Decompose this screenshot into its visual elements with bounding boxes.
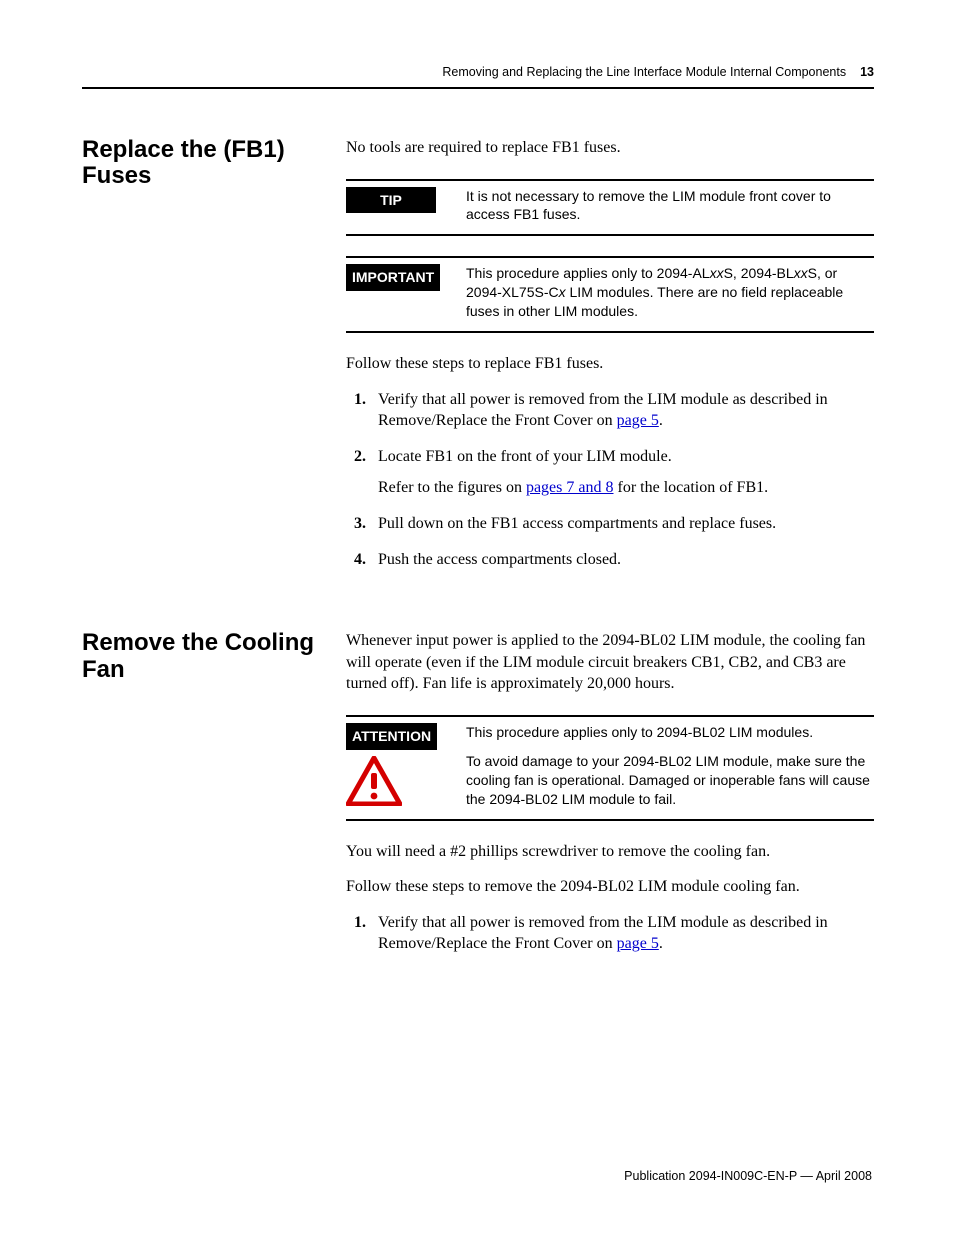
step-item: Verify that all power is removed from th…: [378, 912, 874, 955]
important-text-part: S, 2094-BL: [724, 265, 794, 281]
callout-label-wrap: ATTENTION: [346, 717, 462, 819]
important-text-part: This procedure applies only to 2094-AL: [466, 265, 710, 281]
model-var: x: [559, 284, 566, 300]
step-text: .: [659, 412, 663, 429]
attention-p2: To avoid damage to your 2094-BL02 LIM mo…: [466, 752, 870, 809]
page-link[interactable]: pages 7 and 8: [526, 479, 614, 496]
page-link[interactable]: page 5: [617, 935, 659, 952]
lead-text: You will need a #2 phillips screwdriver …: [346, 841, 874, 863]
important-body: This procedure applies only to 2094-ALxx…: [462, 258, 874, 331]
step-text: Locate FB1 on the front of your LIM modu…: [378, 448, 672, 465]
callout-label-wrap: IMPORTANT: [346, 258, 462, 331]
section-body: Whenever input power is applied to the 2…: [346, 630, 874, 969]
step-item: Pull down on the FB1 access compartments…: [378, 513, 874, 535]
section-remove-fan: Remove the Cooling Fan Whenever input po…: [82, 630, 874, 969]
step-text: for the location of FB1.: [613, 479, 768, 496]
step-item: Locate FB1 on the front of your LIM modu…: [378, 446, 874, 499]
page-number: 13: [860, 65, 874, 79]
section-heading: Replace the (FB1) Fuses: [82, 137, 346, 584]
step-text: .: [659, 935, 663, 952]
section-heading: Remove the Cooling Fan: [82, 630, 346, 969]
page-content: Removing and Replacing the Line Interfac…: [82, 65, 874, 1015]
step-item: Verify that all power is removed from th…: [378, 389, 874, 432]
step-item: Push the access compartments closed.: [378, 549, 874, 571]
steps-list: Verify that all power is removed from th…: [346, 912, 874, 955]
section-body: No tools are required to replace FB1 fus…: [346, 137, 874, 584]
attention-label: ATTENTION: [346, 723, 437, 750]
header-title: Removing and Replacing the Line Interfac…: [442, 65, 846, 79]
running-header: Removing and Replacing the Line Interfac…: [82, 65, 874, 89]
intro-text: Whenever input power is applied to the 2…: [346, 630, 874, 695]
model-var: xx: [794, 265, 808, 281]
lead-text: Follow these steps to remove the 2094-BL…: [346, 876, 874, 898]
tip-label: TIP: [346, 187, 436, 214]
attention-callout: ATTENTION This procedure applies only to…: [346, 715, 874, 821]
callout-label-wrap: TIP: [346, 181, 462, 235]
warning-icon: [346, 756, 462, 813]
tip-body: It is not necessary to remove the LIM mo…: [462, 181, 874, 235]
attention-body: This procedure applies only to 2094-BL02…: [462, 717, 874, 819]
steps-list: Verify that all power is removed from th…: [346, 389, 874, 571]
section-replace-fuses: Replace the (FB1) Fuses No tools are req…: [82, 137, 874, 584]
page-link[interactable]: page 5: [617, 412, 659, 429]
intro-text: No tools are required to replace FB1 fus…: [346, 137, 874, 159]
tip-callout: TIP It is not necessary to remove the LI…: [346, 179, 874, 237]
important-label: IMPORTANT: [346, 264, 440, 291]
sub-step: Refer to the figures on pages 7 and 8 fo…: [378, 477, 874, 499]
attention-p1: This procedure applies only to 2094-BL02…: [466, 723, 870, 742]
step-text: Verify that all power is removed from th…: [378, 914, 828, 953]
publication-footer: Publication 2094-IN009C-EN-P — April 200…: [624, 1169, 872, 1183]
model-var: xx: [710, 265, 724, 281]
important-callout: IMPORTANT This procedure applies only to…: [346, 256, 874, 333]
step-text: Verify that all power is removed from th…: [378, 391, 828, 430]
step-text: Refer to the figures on: [378, 479, 526, 496]
lead-text: Follow these steps to replace FB1 fuses.: [346, 353, 874, 375]
